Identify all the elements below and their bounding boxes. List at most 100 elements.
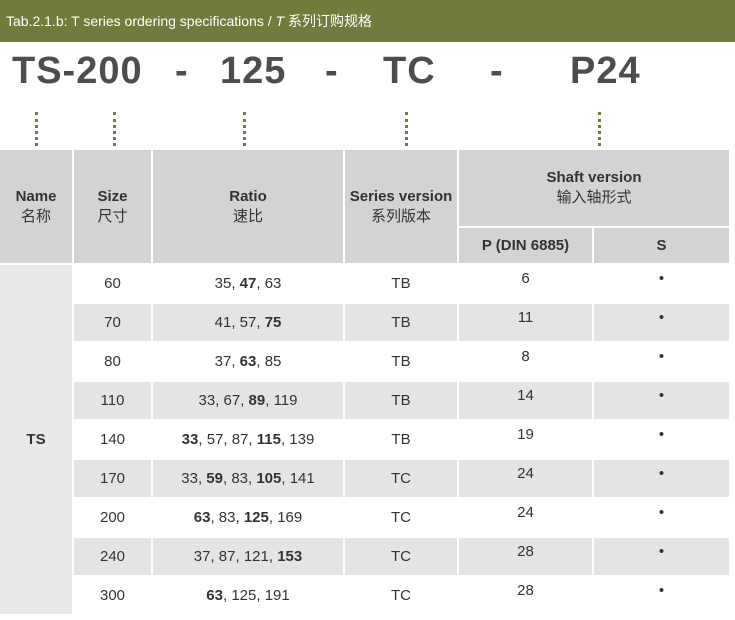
subheader-cell: S [594,228,729,263]
ratio-value: 87 [223,431,248,448]
size-cell: 110 [74,382,151,419]
ratio-value: 47 [231,275,256,292]
ratio-value: 89 [240,392,265,409]
series-cell: TC [345,460,457,497]
dotted-connector [405,112,408,146]
header-cell: Ratio 速比 [153,150,343,263]
series-cell: TB [345,382,457,419]
ratio-value: 57 [198,431,223,448]
size-cell: 200 [74,499,151,536]
ratio-value: 63 [231,353,256,370]
ratio-value: 169 [269,509,302,526]
header-zh: 输入轴形式 [556,189,632,206]
p-cell: 24 [459,499,592,536]
ratio-value: 85 [256,353,281,370]
header-cell: Name 名称 [0,150,72,263]
header-en: Size [97,187,128,205]
table-row: 170335983105141TC24• [0,460,729,497]
s-cell: • [594,421,729,458]
ratio-value: 37 [214,353,232,370]
header-zh: 速比 [232,207,263,225]
ratio-cell: 3787121153 [153,538,343,575]
subheader-cell: P (DIN 6885) [459,228,592,263]
table-row: 2006383125169TC24• [0,499,729,536]
code-part: - [175,50,189,92]
ratio-value: 63 [256,275,281,292]
ratio-cell: 335787115139 [153,421,343,458]
ratio-value: 63 [193,509,211,526]
ratio-value: 87 [210,548,235,565]
ratio-value: 139 [281,431,314,448]
header-cell: Shaft version 输入轴形式 [459,150,729,226]
code-part: TS-200 [12,50,143,92]
ratio-value: 57 [231,314,256,331]
p-cell: 24 [459,460,592,497]
s-cell: • [594,382,729,419]
caption: 系列订购规格 [284,13,372,29]
header-en: Shaft version [546,169,642,186]
ratio-value: 153 [269,548,302,565]
header-zh: 名称 [20,207,51,225]
header-en: Series version [349,187,453,205]
ratio-value: 83 [210,509,235,526]
ratio-value: 105 [248,470,281,487]
code-part: - [490,50,504,92]
table-row: 70415775TB11• [0,304,729,341]
code-part: 125 [220,50,287,92]
size-cell: 60 [74,265,151,302]
ratio-value: 83 [223,470,248,487]
table-row: 80376385TB8• [0,343,729,380]
ratio-cell: 354763 [153,265,343,302]
caption-italic: T [275,13,285,29]
table-row: 110336789119TB14• [0,382,729,419]
dotted-connector [598,112,601,146]
header-cell: Size 尺寸 [74,150,151,263]
caption-bar: Tab.2.1.b: T series ordering specificati… [0,0,735,42]
ratio-value: 115 [248,431,281,448]
s-cell: • [594,499,729,536]
p-cell: 28 [459,577,592,614]
s-cell: • [594,460,729,497]
s-cell: • [594,577,729,614]
ratio-value: 33 [181,470,198,487]
dotted-connector [35,112,38,146]
series-cell: TB [345,265,457,302]
s-cell: • [594,343,729,380]
s-cell: • [594,265,729,302]
table-body: TS60354763TB6•70415775TB11•80376385TB8•1… [0,265,729,614]
ratio-cell: 336789119 [153,382,343,419]
ratio-value: 191 [256,587,289,604]
header-en: Name [15,187,57,205]
header-en: Ratio [229,187,267,205]
spec-table: Name 名称 Size 尺寸 Ratio 速比 Series version 系列版本… [0,148,731,616]
table-row: 140335787115139TB19• [0,421,729,458]
ratio-value: 141 [281,470,314,487]
table-row: 2403787121153TC28• [0,538,729,575]
size-cell: 170 [74,460,151,497]
table-row: TS60354763TB6• [0,265,729,614]
s-cell: • [594,538,729,575]
p-cell: 28 [459,538,592,575]
p-cell: 11 [459,304,592,341]
size-cell: 240 [74,538,151,575]
ratio-value: 125 [235,509,268,526]
ratio-cell: 415775 [153,304,343,341]
ratio-cell: 6383125169 [153,499,343,536]
ratio-value: 37 [193,548,211,565]
ratio-value: 75 [256,314,281,331]
p-cell: 6 [459,265,592,302]
size-cell: 140 [74,421,151,458]
ratio-cell: 63125191 [153,577,343,614]
code-part: P24 [570,50,641,92]
p-cell: 8 [459,343,592,380]
code-part: - [325,50,339,92]
dotted-connector [243,112,246,146]
series-cell: TB [345,421,457,458]
table-row: 30063125191TC28• [0,577,729,614]
ratio-value: 35 [214,275,232,292]
p-cell: 14 [459,382,592,419]
series-cell: TB [345,343,457,380]
size-cell: 80 [74,343,151,380]
ratio-cell: 376385 [153,343,343,380]
ratio-value: 125 [223,587,256,604]
